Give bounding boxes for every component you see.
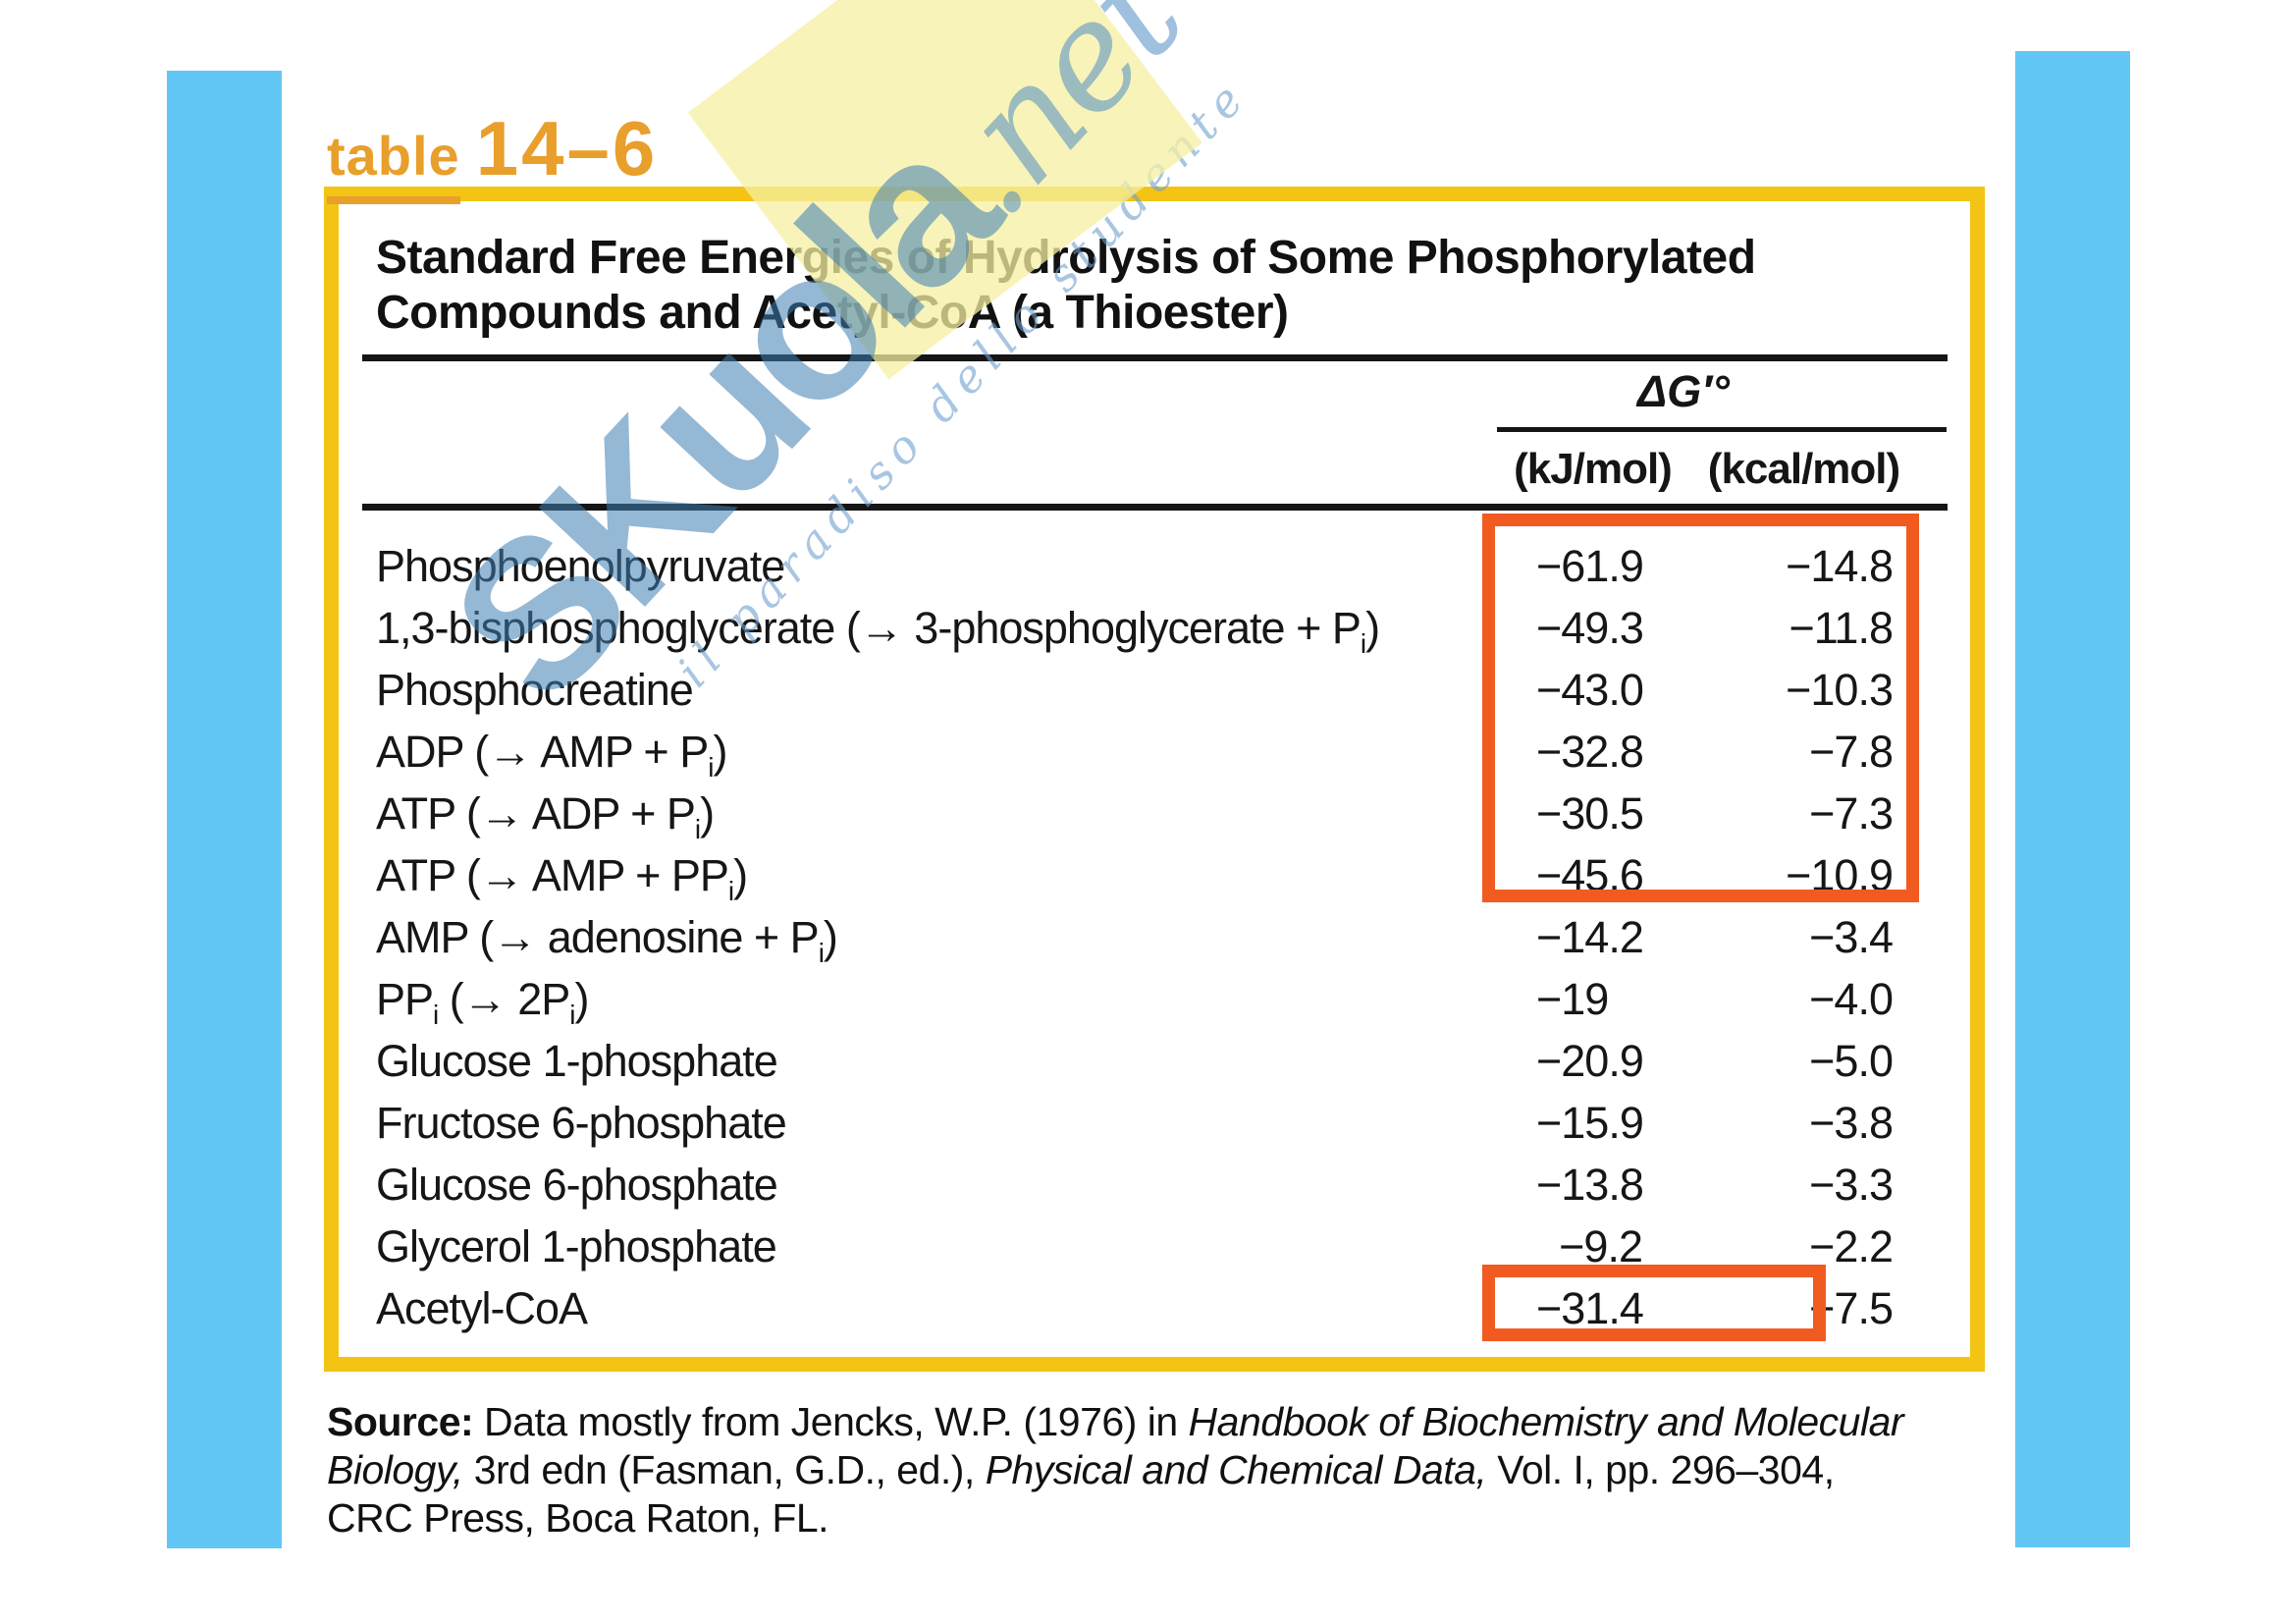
table-row: Glycerol 1-phosphate −9.2 −2.2	[339, 1216, 1949, 1277]
value-kcal: −11.8	[1789, 602, 1894, 653]
compound-name: PPi (→ 2Pi)	[376, 973, 589, 1030]
value-kcal: −2.2	[1809, 1220, 1894, 1271]
compound-name: ADP (→ AMP + Pi)	[376, 726, 727, 783]
table-title-line2: Compounds and Acetyl-CoA (a Thioester)	[376, 287, 1289, 339]
side-bar-left	[167, 71, 282, 1548]
table-row: AMP (→ adenosine + Pi) −14.2 −3.4	[339, 906, 1949, 968]
value-kcal: −10.9	[1786, 849, 1894, 900]
table-title-line1: Standard Free Energies of Hydrolysis of …	[376, 232, 1756, 284]
compound-name: AMP (→ adenosine + Pi)	[376, 911, 838, 968]
value-kcal: −4.0	[1809, 973, 1894, 1024]
value-kj: −30.5	[1536, 787, 1644, 839]
value-kj: −43.0	[1536, 664, 1644, 715]
value-kj: −61.9	[1536, 540, 1644, 591]
col-header-kcal: (kcal/mol)	[1707, 445, 1900, 493]
compound-name: Glucose 1-phosphate	[376, 1035, 778, 1086]
table-row: Phosphocreatine −43.0 −10.3	[339, 659, 1949, 721]
value-kcal: −10.3	[1786, 664, 1894, 715]
table-row: Acetyl-CoA −31.4 −7.5	[339, 1277, 1949, 1339]
table-title: Standard Free Energies of Hydrolysis of …	[376, 231, 1756, 341]
value-kj: −19	[1536, 973, 1609, 1024]
value-kj: −9.2	[1559, 1220, 1643, 1271]
table-row: 1,3-bisphosphoglycerate (→ 3-phosphoglyc…	[339, 597, 1949, 659]
column-headers: (kJ/mol) (kcal/mol)	[1487, 445, 1949, 494]
source-line: CRC Press, Boca Raton, FL.	[327, 1495, 829, 1541]
value-kcal: −3.3	[1809, 1159, 1894, 1210]
value-kj: −14.2	[1536, 911, 1644, 962]
compound-name: Acetyl-CoA	[376, 1282, 588, 1333]
table-label-word: table	[327, 124, 460, 204]
table-row: ADP (→ AMP + Pi) −32.8 −7.8	[339, 721, 1949, 783]
table-row: PPi (→ 2Pi) −19 −4.0	[339, 968, 1949, 1030]
value-kcal: −3.4	[1809, 911, 1894, 962]
side-bar-right	[2015, 51, 2130, 1547]
table-row: ATP (→ AMP + PPi) −45.6 −10.9	[339, 844, 1949, 906]
value-kj: −20.9	[1536, 1035, 1644, 1086]
table-frame: Standard Free Energies of Hydrolysis of …	[324, 187, 1985, 1372]
table-label-number: 14–6	[475, 105, 659, 191]
table-label: table 14–6	[327, 104, 658, 204]
value-kcal: −7.3	[1809, 787, 1894, 839]
compound-name: Glycerol 1-phosphate	[376, 1220, 777, 1271]
value-kcal: −3.8	[1809, 1097, 1894, 1148]
rule-under-headers	[362, 504, 1948, 511]
compound-name: 1,3-bisphosphoglycerate (→ 3-phosphoglyc…	[376, 602, 1380, 659]
compound-name: ATP (→ ADP + Pi)	[376, 787, 715, 844]
value-kcal: −14.8	[1786, 540, 1894, 591]
table-row: Fructose 6-phosphate −15.9 −3.8	[339, 1092, 1949, 1154]
value-kcal: −5.0	[1809, 1035, 1894, 1086]
compound-name: Phosphoenolpyruvate	[376, 540, 785, 591]
value-kcal: −7.5	[1809, 1282, 1894, 1333]
value-kj: −31.4	[1536, 1282, 1644, 1333]
group-header-delta-g: ΔG′°	[1637, 366, 1730, 416]
table-body: Phosphoenolpyruvate −61.9 −14.8 1,3-bisphos…	[339, 535, 1949, 1339]
source-note: Source: Data mostly from Jencks, W.P. (1…	[327, 1398, 1917, 1542]
value-kj: −45.6	[1536, 849, 1644, 900]
col-header-kj: (kJ/mol)	[1514, 445, 1673, 493]
value-kj: −32.8	[1536, 726, 1644, 777]
value-kj: −15.9	[1536, 1097, 1644, 1148]
rule-under-group-header	[1497, 427, 1947, 432]
source-line: Source: Data mostly from Jencks, W.P. (1…	[327, 1399, 1904, 1444]
compound-name: ATP (→ AMP + PPi)	[376, 849, 748, 906]
compound-name: Phosphocreatine	[376, 664, 694, 715]
table-row: Phosphoenolpyruvate −61.9 −14.8	[339, 535, 1949, 597]
value-kcal: −7.8	[1809, 726, 1894, 777]
source-line: Biology, 3rd edn (Fasman, G.D., ed.), Ph…	[327, 1447, 1835, 1492]
compound-name: Fructose 6-phosphate	[376, 1097, 787, 1148]
value-kj: −13.8	[1536, 1159, 1644, 1210]
value-kj: −49.3	[1536, 602, 1644, 653]
compound-name: Glucose 6-phosphate	[376, 1159, 778, 1210]
rule-under-title	[362, 354, 1948, 361]
table-row: ATP (→ ADP + Pi) −30.5 −7.3	[339, 783, 1949, 844]
table-row: Glucose 6-phosphate −13.8 −3.3	[339, 1154, 1949, 1216]
table-row: Glucose 1-phosphate −20.9 −5.0	[339, 1030, 1949, 1092]
